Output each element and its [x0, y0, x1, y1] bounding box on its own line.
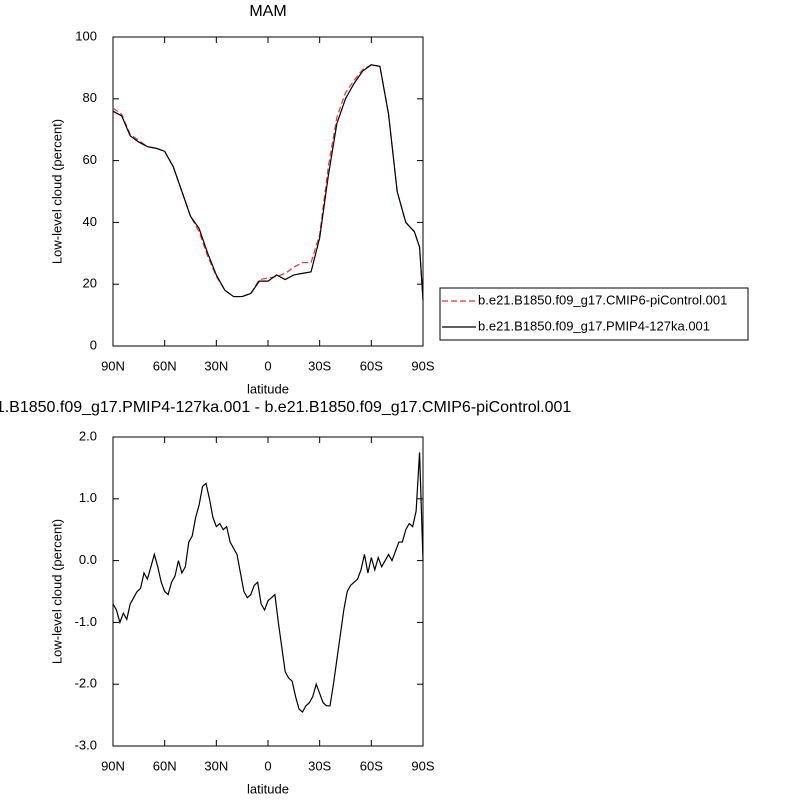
legend-label: b.e21.B1850.f09_g17.PMIP4-127ka.001: [478, 318, 710, 333]
x-tick-label: 0: [264, 758, 271, 773]
x-tick-label: 60S: [360, 758, 383, 773]
x-axis-label: latitude: [247, 381, 289, 396]
plot-frame: [112, 436, 424, 747]
x-axis-label: latitude: [247, 781, 289, 796]
plot-frame: [112, 36, 424, 347]
x-tick-label: 90N: [101, 358, 125, 373]
x-tick-label: 30N: [204, 758, 228, 773]
y-tick-label: 60: [83, 152, 97, 167]
y-tick-label: 0: [90, 337, 97, 352]
legend-label: b.e21.B1850.f09_g17.CMIP6-piControl.001: [478, 292, 727, 307]
chart-title: MAM: [249, 3, 286, 20]
x-tick-label: 90S: [411, 758, 434, 773]
y-tick-label: -3.0: [75, 737, 97, 752]
y-tick-label: 0.0: [79, 552, 97, 567]
data-line: [112, 452, 424, 713]
y-axis-label: Low-level cloud (percent): [49, 119, 64, 264]
chart-title: b.e21.B1850.f09_g17.PMIP4-127ka.001 - b.…: [0, 399, 571, 416]
x-tick-label: 90N: [101, 758, 125, 773]
data-line: [112, 64, 424, 300]
x-tick-label: 30S: [308, 358, 331, 373]
y-tick-label: -2.0: [75, 676, 97, 691]
x-tick-label: 30S: [308, 758, 331, 773]
y-tick-label: 1.0: [79, 490, 97, 505]
y-tick-label: 20: [83, 276, 97, 291]
legend-box: [439, 287, 749, 341]
y-tick-label: -1.0: [75, 614, 97, 629]
data-line: [112, 64, 424, 300]
x-tick-label: 60N: [153, 358, 177, 373]
y-tick-label: 80: [83, 90, 97, 105]
y-tick-label: 100: [75, 28, 97, 43]
x-tick-label: 0: [264, 358, 271, 373]
x-tick-label: 60S: [360, 358, 383, 373]
x-tick-label: 60N: [153, 758, 177, 773]
x-tick-label: 30N: [204, 358, 228, 373]
y-axis-label: Low-level cloud (percent): [49, 519, 64, 664]
x-tick-label: 90S: [411, 358, 434, 373]
y-tick-label: 40: [83, 214, 97, 229]
y-tick-label: 2.0: [79, 428, 97, 443]
